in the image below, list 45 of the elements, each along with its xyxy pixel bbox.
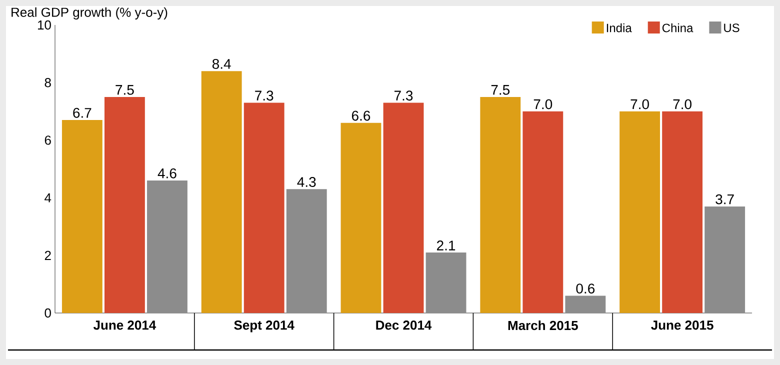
x-tick-label: June 2015 xyxy=(651,320,714,330)
y-tick-label: 6 xyxy=(44,136,51,145)
data-label: 2.1 xyxy=(436,240,456,250)
bar xyxy=(244,102,284,313)
data-label: 4.3 xyxy=(297,177,316,187)
data-label: 6.7 xyxy=(73,108,92,118)
x-tick-label: June 2014 xyxy=(93,320,156,330)
data-label: 6.6 xyxy=(352,110,370,121)
x-tick-label: March 2015 xyxy=(508,320,578,330)
bar xyxy=(104,96,145,313)
data-label: 7.5 xyxy=(491,85,510,95)
bar xyxy=(286,189,327,313)
bar xyxy=(62,120,102,313)
bar xyxy=(147,180,188,313)
bar xyxy=(522,111,564,313)
y-tick-label: 4 xyxy=(44,193,52,202)
bar xyxy=(565,296,606,313)
legend-label: China xyxy=(662,23,694,32)
bar xyxy=(620,111,660,313)
data-label: 7.3 xyxy=(255,90,274,101)
x-tick-label: Dec 2014 xyxy=(376,320,432,330)
data-label: 7.0 xyxy=(673,99,692,110)
data-label: 7.0 xyxy=(630,99,649,110)
data-label: 7.0 xyxy=(534,99,552,110)
legend-label: India xyxy=(606,23,632,32)
bar xyxy=(383,102,424,313)
y-tick-label: 0 xyxy=(44,308,51,318)
bar xyxy=(704,206,746,313)
data-label: 4.6 xyxy=(158,168,176,178)
data-label: 8.4 xyxy=(212,58,231,69)
data-label: 7.3 xyxy=(394,90,413,101)
data-label: 3.7 xyxy=(716,194,734,204)
bar xyxy=(662,111,703,313)
y-tick-label: 8 xyxy=(44,78,51,88)
y-tick-label: 10 xyxy=(38,20,51,30)
bar xyxy=(480,96,521,313)
x-tick-label: Sept 2014 xyxy=(234,320,294,332)
y-axis-title: Real GDP growth (% y-o-y) xyxy=(12,7,168,20)
bar xyxy=(426,252,466,313)
bar xyxy=(340,122,382,313)
bar xyxy=(201,71,242,313)
data-label: 0.6 xyxy=(576,284,595,294)
y-tick-label: 2 xyxy=(44,250,51,260)
data-label: 7.5 xyxy=(116,85,134,95)
legend-label: US xyxy=(724,24,740,32)
